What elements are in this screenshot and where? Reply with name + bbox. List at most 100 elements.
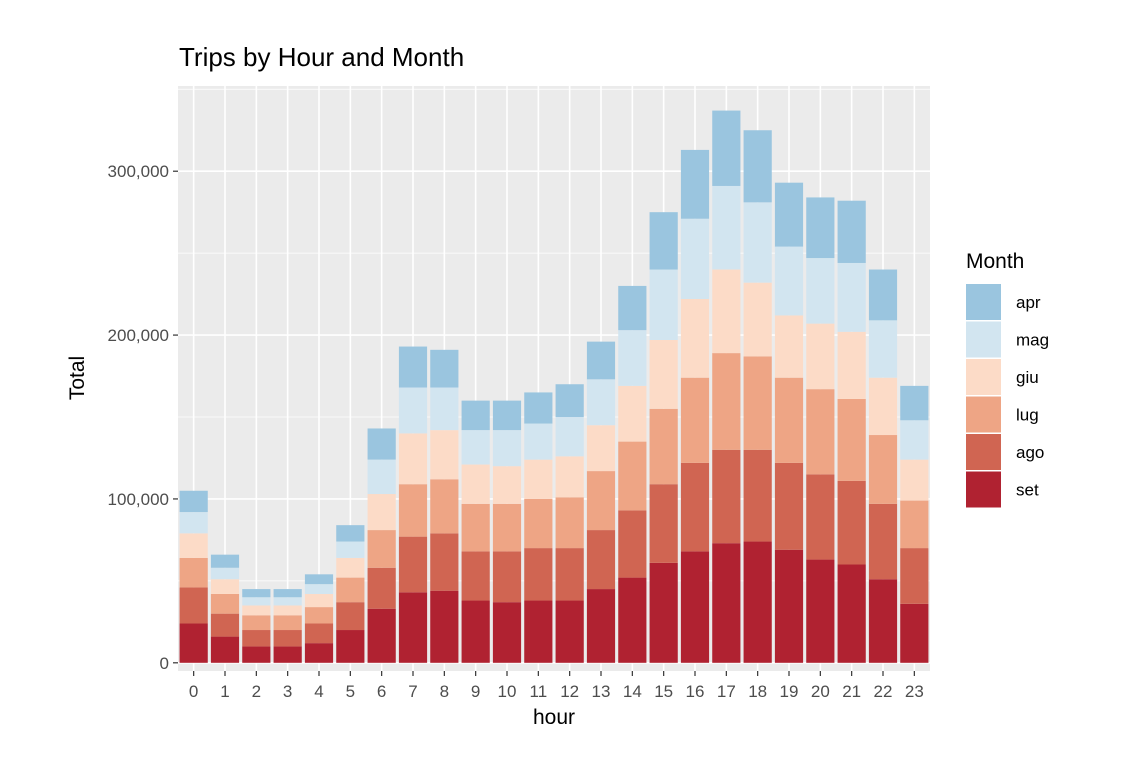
y-tick-label: 300,000	[108, 162, 169, 181]
legend-label-lug: lug	[1016, 406, 1039, 425]
bar-segment-ago-hour-5	[336, 602, 365, 631]
bar-segment-ago-hour-20	[806, 474, 835, 560]
bar-segment-lug-hour-3	[273, 615, 302, 631]
bar-segment-mag-hour-17	[712, 185, 741, 270]
bar-segment-giu-hour-14	[618, 385, 647, 442]
x-tick-label: 5	[346, 682, 355, 701]
bar-segment-mag-hour-5	[336, 541, 365, 558]
bar-segment-set-hour-5	[336, 630, 365, 663]
bar-segment-apr-hour-17	[712, 110, 741, 186]
x-tick-label: 23	[905, 682, 924, 701]
bar-segment-ago-hour-13	[586, 530, 616, 590]
bar-segment-ago-hour-4	[304, 623, 334, 644]
bar-segment-apr-hour-4	[304, 574, 334, 585]
bar-segment-lug-hour-5	[336, 577, 365, 603]
bar-segment-mag-hour-11	[524, 423, 553, 460]
legend-label-ago: ago	[1016, 443, 1044, 462]
bar-segment-mag-hour-4	[304, 584, 334, 594]
bar-segment-apr-hour-22	[868, 269, 898, 321]
x-tick-label: 22	[874, 682, 893, 701]
bar-segment-lug-hour-0	[179, 557, 208, 588]
x-tick-label: 3	[283, 682, 292, 701]
bar-segment-giu-hour-22	[868, 377, 898, 436]
bar-segment-lug-hour-4	[304, 607, 334, 624]
bar-segment-giu-hour-11	[524, 459, 553, 499]
bar-segment-mag-hour-10	[492, 430, 522, 467]
bar-segment-lug-hour-13	[586, 471, 616, 531]
x-tick-label: 20	[811, 682, 830, 701]
bar-segment-set-hour-19	[774, 549, 804, 663]
bar-segment-set-hour-6	[367, 608, 396, 663]
y-axis: 0 100,000 200,000 300,000	[108, 162, 178, 673]
bar-segment-set-hour-15	[649, 562, 678, 663]
bar-segment-lug-hour-9	[461, 503, 490, 552]
x-tick-label: 18	[748, 682, 767, 701]
bar-segment-apr-hour-6	[367, 428, 396, 460]
bar-segment-set-hour-10	[492, 602, 522, 663]
bar-segment-set-hour-3	[273, 646, 302, 663]
bar-segment-lug-hour-14	[618, 441, 647, 511]
bar-segment-giu-hour-21	[837, 331, 866, 399]
bar-segment-giu-hour-23	[900, 459, 929, 501]
bar-segment-apr-hour-21	[837, 200, 866, 263]
bar-segment-set-hour-4	[304, 643, 334, 663]
bar-segment-giu-hour-4	[304, 593, 334, 608]
bar-segment-giu-hour-2	[242, 605, 271, 616]
legend-label-apr: apr	[1016, 293, 1041, 312]
bar-segment-lug-hour-16	[680, 377, 710, 463]
bar-segment-ago-hour-21	[837, 480, 866, 565]
bar-segment-apr-hour-18	[743, 130, 772, 203]
legend-title: Month	[966, 250, 1024, 273]
legend-key-lug	[966, 396, 1001, 433]
bar-segment-ago-hour-9	[461, 551, 490, 601]
bar-segment-apr-hour-11	[524, 392, 553, 424]
bar-segment-apr-hour-1	[210, 554, 240, 568]
bar-segment-lug-hour-15	[649, 408, 678, 485]
bar-segment-mag-hour-6	[367, 459, 396, 495]
bar-segment-apr-hour-15	[649, 212, 678, 270]
bar-segment-set-hour-17	[712, 543, 741, 663]
bar-segment-set-hour-23	[900, 603, 929, 663]
bar-segment-set-hour-22	[868, 579, 898, 663]
bar-segment-mag-hour-15	[649, 269, 678, 340]
x-tick-label: 15	[654, 682, 673, 701]
bar-segment-set-hour-20	[806, 559, 835, 663]
x-tick-label: 6	[377, 682, 386, 701]
bar-segment-giu-hour-12	[555, 456, 584, 498]
bar-segment-ago-hour-8	[430, 533, 459, 591]
bar-segment-lug-hour-6	[367, 530, 396, 568]
bar-segment-giu-hour-6	[367, 494, 396, 531]
bar-segment-lug-hour-23	[900, 500, 929, 549]
bar-segment-set-hour-11	[524, 600, 553, 663]
x-tick-label: 16	[686, 682, 705, 701]
bar-segment-giu-hour-15	[649, 339, 678, 409]
bar-segment-ago-hour-7	[398, 536, 428, 593]
legend-label-giu: giu	[1016, 368, 1039, 387]
bar-segment-lug-hour-19	[774, 377, 804, 463]
bar-segment-apr-hour-0	[179, 490, 208, 513]
bar-segment-giu-hour-17	[712, 269, 741, 354]
bar-segment-mag-hour-9	[461, 430, 490, 465]
bar-segment-giu-hour-19	[774, 315, 804, 378]
x-axis-label: hour	[533, 706, 575, 729]
x-tick-label: 14	[623, 682, 642, 701]
bar-segment-lug-hour-7	[398, 484, 428, 537]
x-axis: 0 1 2 3 4 5 6 7 8 9 10 11 12 13 14 15 16 17 18 19 20 21 22 23	[189, 671, 924, 701]
bar-segment-set-hour-7	[398, 592, 428, 663]
x-tick-label: 0	[189, 682, 198, 701]
x-tick-label: 19	[780, 682, 799, 701]
legend-label-mag: mag	[1016, 331, 1049, 350]
bar-segment-giu-hour-13	[586, 425, 616, 472]
bar-segment-mag-hour-20	[806, 258, 835, 324]
x-tick-label: 2	[252, 682, 261, 701]
bar-segment-ago-hour-22	[868, 503, 898, 580]
bar-segment-mag-hour-7	[398, 387, 428, 434]
bar-segment-set-hour-13	[586, 589, 616, 663]
bar-segment-ago-hour-23	[900, 548, 929, 604]
bar-segment-apr-hour-5	[336, 525, 365, 542]
bar-segment-ago-hour-11	[524, 548, 553, 601]
legend-key-giu	[966, 359, 1001, 395]
bar-segment-lug-hour-18	[743, 356, 772, 450]
bar-segment-apr-hour-23	[900, 385, 929, 421]
bar-segment-mag-hour-3	[273, 597, 302, 606]
